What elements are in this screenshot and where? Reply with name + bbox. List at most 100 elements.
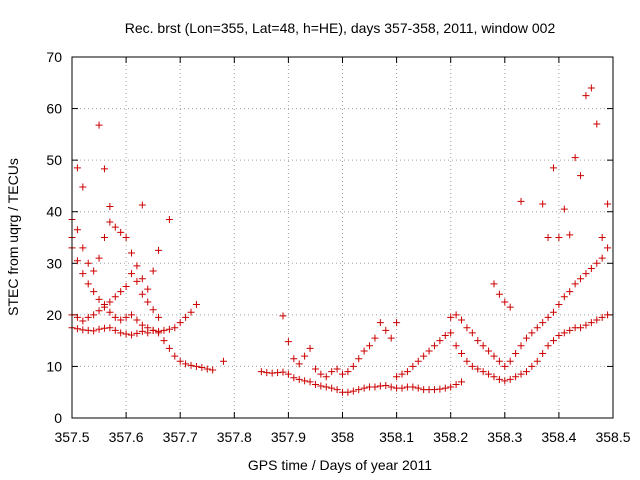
data-point	[549, 308, 557, 316]
data-point	[95, 254, 103, 262]
data-point	[84, 313, 92, 321]
data-point	[517, 197, 525, 205]
data-point	[219, 357, 227, 365]
data-point	[90, 311, 98, 319]
data-point	[447, 329, 455, 337]
data-point	[306, 344, 314, 352]
data-point	[128, 270, 136, 278]
y-tick-label: 10	[46, 358, 62, 374]
data-point	[430, 342, 438, 350]
data-point	[263, 369, 271, 377]
x-tick-label: 357.7	[163, 429, 198, 445]
data-point	[155, 246, 163, 254]
data-point	[522, 334, 530, 342]
data-point	[122, 330, 130, 338]
data-point	[192, 301, 200, 309]
series-track-2	[68, 301, 200, 335]
data-point	[133, 329, 141, 337]
data-point	[479, 368, 487, 376]
data-point	[360, 347, 368, 355]
data-point	[598, 313, 606, 321]
data-point	[371, 383, 379, 391]
data-point	[117, 228, 125, 236]
data-point	[160, 337, 168, 345]
plot-frame	[71, 56, 614, 419]
data-point	[138, 321, 146, 329]
data-point	[366, 342, 374, 350]
data-point	[274, 369, 282, 377]
data-point	[566, 326, 574, 334]
data-point	[311, 365, 319, 373]
data-point	[577, 324, 585, 332]
y-tick-label: 50	[46, 152, 62, 168]
data-point	[420, 352, 428, 360]
data-point	[73, 164, 81, 172]
data-point	[133, 277, 141, 285]
data-point	[587, 264, 595, 272]
data-point	[577, 275, 585, 283]
x-tick-label: 358.2	[433, 429, 468, 445]
data-point	[409, 383, 417, 391]
data-point	[533, 357, 541, 365]
data-point	[73, 226, 81, 234]
data-point	[474, 365, 482, 373]
x-tick-label: 357.8	[217, 429, 252, 445]
data-point	[463, 324, 471, 332]
data-point	[560, 205, 568, 213]
x-tick-label: 358.4	[541, 429, 576, 445]
data-point	[495, 375, 503, 383]
data-point	[328, 368, 336, 376]
data-point	[128, 311, 136, 319]
data-point	[279, 368, 287, 376]
data-point	[349, 387, 357, 395]
y-tick-label: 0	[54, 410, 62, 426]
data-point	[187, 361, 195, 369]
data-point	[490, 280, 498, 288]
data-point	[171, 352, 179, 360]
data-point	[138, 275, 146, 283]
data-point	[95, 121, 103, 129]
data-point	[203, 365, 211, 373]
data-point	[501, 362, 509, 370]
data-point	[436, 337, 444, 345]
data-point	[382, 382, 390, 390]
data-point	[604, 311, 612, 319]
data-point	[544, 342, 552, 350]
data-point	[403, 368, 411, 376]
data-point	[279, 312, 287, 320]
data-point	[517, 370, 525, 378]
tick-labels: 357.5 357.6 357.7 357.8 357.9 358 358.1 358.2 35…	[46, 49, 630, 445]
data-point	[149, 326, 157, 334]
data-point	[176, 357, 184, 365]
data-point	[149, 267, 157, 275]
data-point	[528, 362, 536, 370]
data-point	[549, 337, 557, 345]
data-point	[171, 324, 179, 332]
data-point	[571, 154, 579, 162]
series-track-10	[490, 84, 612, 311]
data-point	[322, 383, 330, 391]
data-point	[117, 316, 125, 324]
data-point	[593, 316, 601, 324]
x-tick-label: 357.6	[109, 429, 144, 445]
data-point	[165, 325, 173, 333]
data-point	[339, 370, 346, 378]
data-point	[106, 324, 114, 332]
data-point	[544, 234, 552, 241]
data-point	[517, 342, 525, 350]
data-point	[111, 223, 119, 231]
data-point	[100, 234, 108, 241]
data-point	[463, 357, 471, 365]
data-point	[344, 388, 352, 396]
data-point	[452, 380, 460, 388]
data-point	[458, 316, 466, 324]
data-point	[485, 347, 493, 355]
data-point	[479, 342, 487, 350]
data-point	[106, 298, 114, 306]
data-point	[79, 326, 87, 334]
data-point	[506, 303, 514, 311]
data-point	[79, 317, 87, 325]
data-point	[349, 362, 357, 370]
data-point	[506, 357, 514, 365]
y-tick-label: 60	[46, 101, 62, 117]
